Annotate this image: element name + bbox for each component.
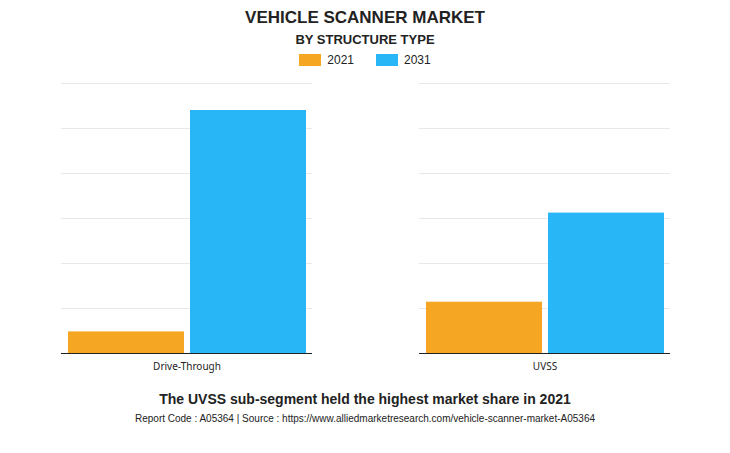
html-text:2021: 2021 bbox=[327, 53, 354, 67]
html-text:The UVSS sub-segment held the: The UVSS sub-segment held the highest ma… bbox=[159, 391, 571, 407]
svg-text:UVSS: UVSS bbox=[533, 359, 558, 373]
html-text:VEHICLE SCANNER MARKET: VEHICLE SCANNER MARKET bbox=[245, 8, 485, 27]
html-text:2031: 2031 bbox=[404, 53, 431, 67]
svg-text:Drive-Through: Drive-Through bbox=[153, 359, 221, 373]
html-text:BY STRUCTURE TYPE: BY STRUCTURE TYPE bbox=[295, 32, 435, 47]
html-text:Report Code : A05364 | Source: Report Code : A05364 | Source : https://… bbox=[135, 413, 595, 424]
